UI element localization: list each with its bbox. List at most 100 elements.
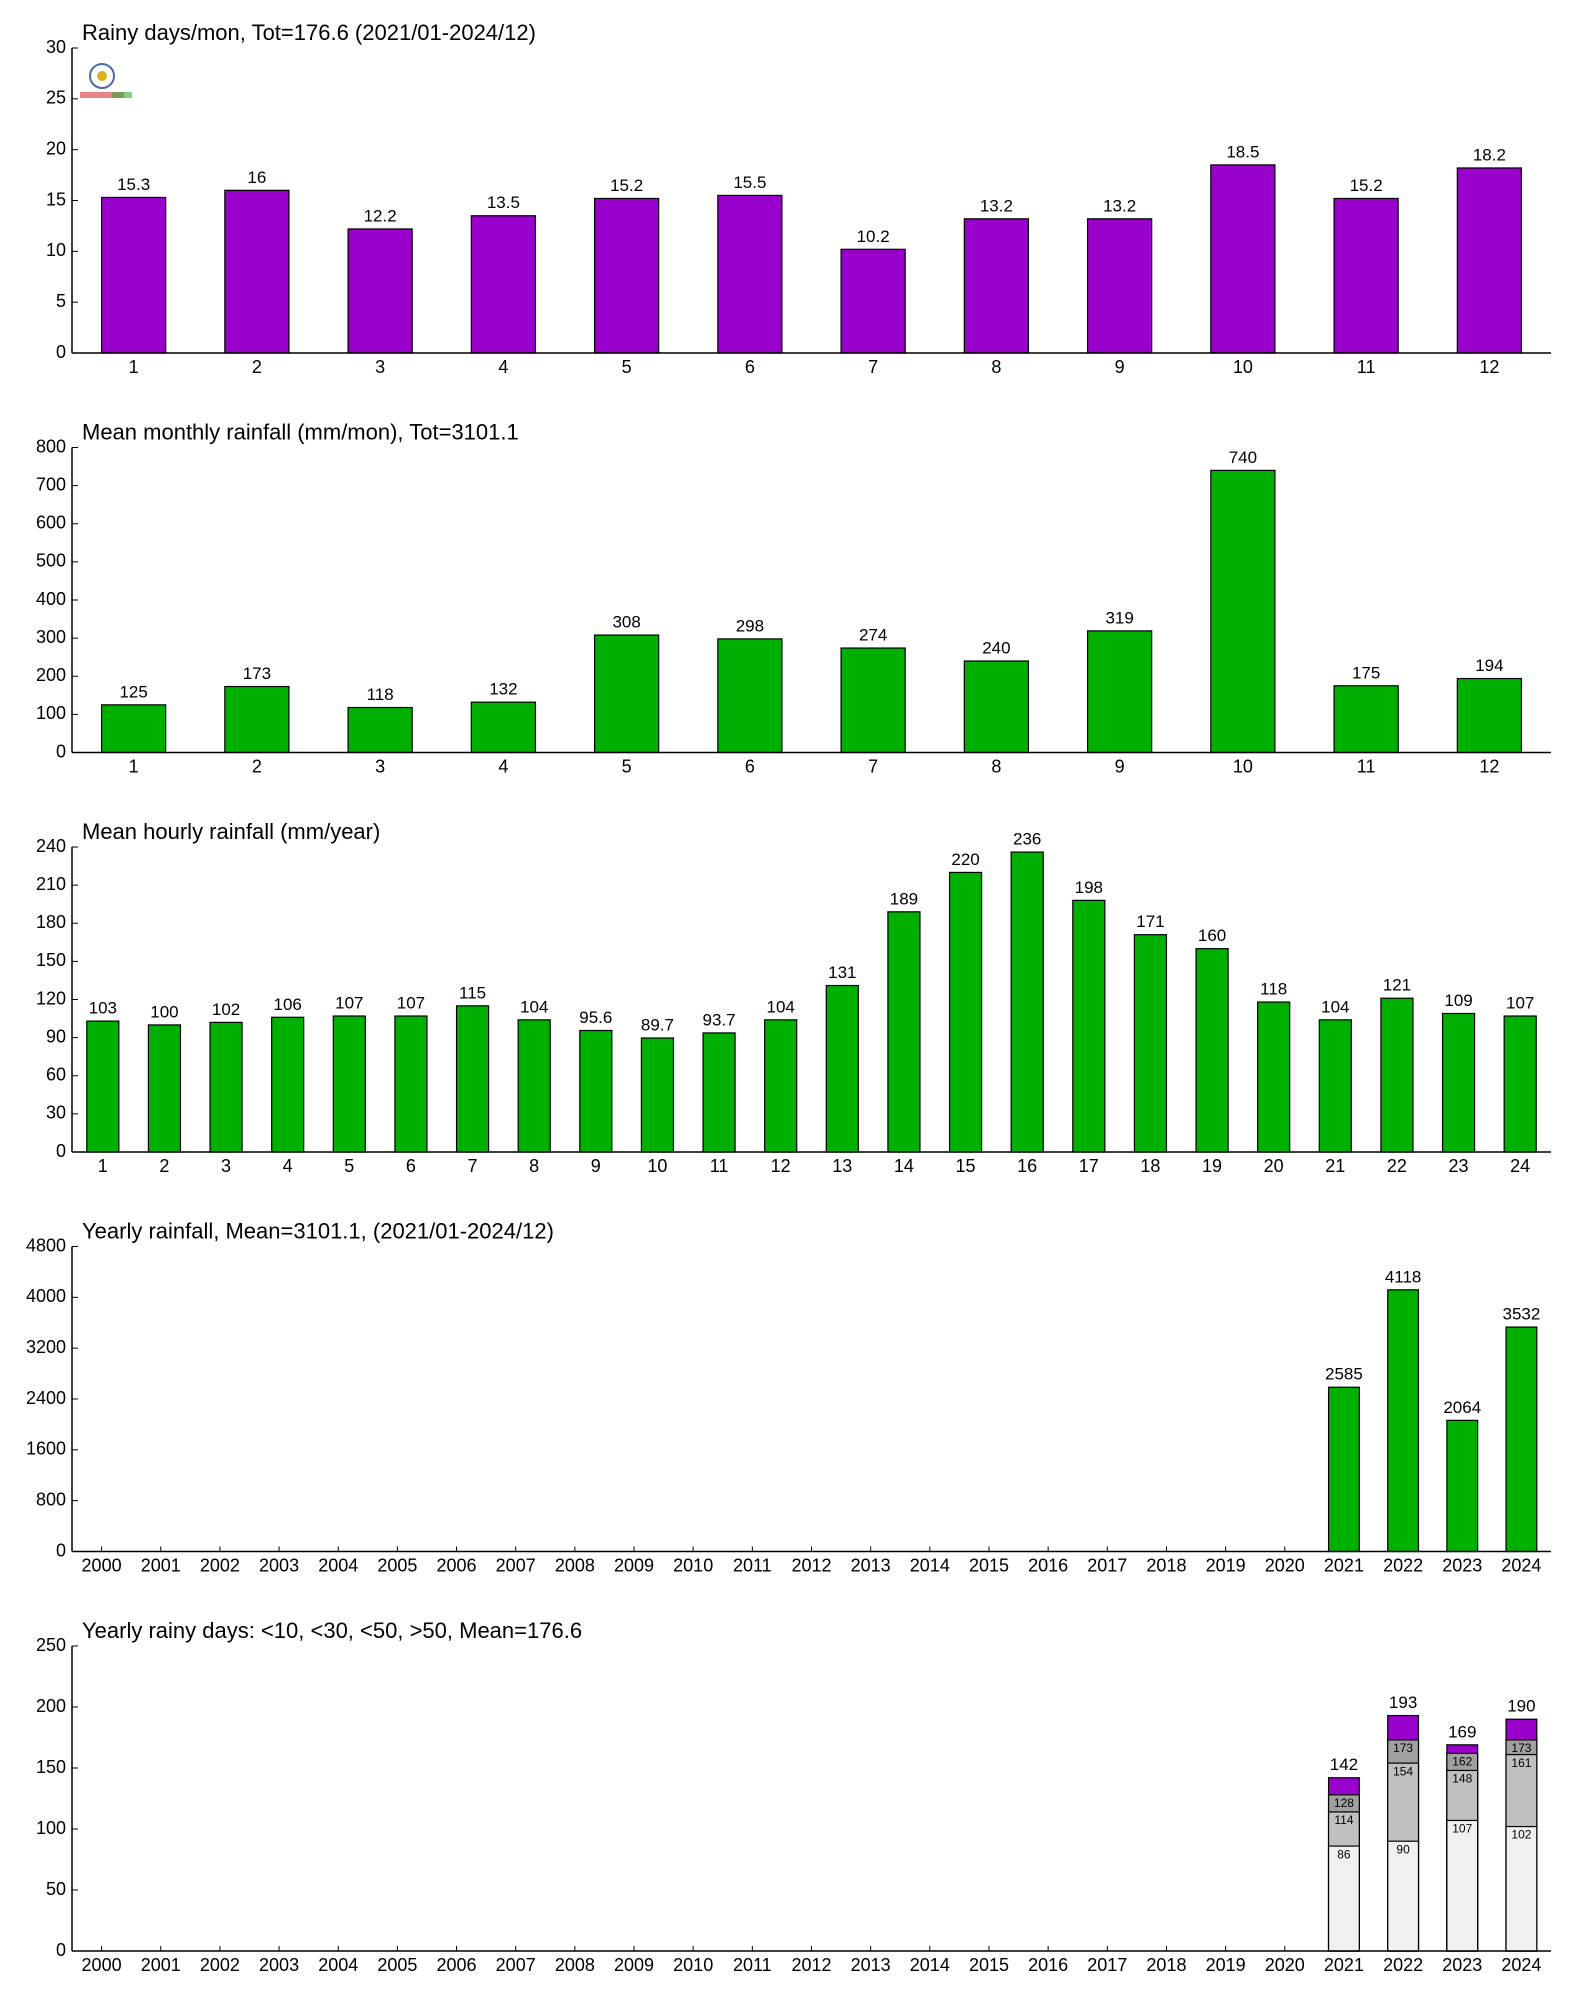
- y-tick-label: 500: [36, 551, 66, 571]
- value-label: 274: [859, 626, 887, 645]
- x-tick-label: 2022: [1383, 1955, 1423, 1975]
- x-tick-label: 2020: [1265, 1955, 1305, 1975]
- bar: [1446, 1819, 1479, 1952]
- bar: [1387, 1840, 1420, 1952]
- x-tick-label: 13: [832, 1156, 852, 1176]
- value-label: 93.7: [703, 1010, 736, 1029]
- x-tick-label: 2000: [82, 1555, 122, 1575]
- bar: [224, 189, 290, 354]
- value-label: 240: [982, 638, 1010, 657]
- x-tick-label: 12: [1479, 756, 1499, 776]
- value-label: 162: [1452, 1755, 1472, 1769]
- y-tick-label: 100: [36, 1818, 66, 1838]
- x-tick-label: 2024: [1501, 1955, 1541, 1975]
- bar: [963, 660, 1030, 754]
- value-label: 104: [767, 997, 795, 1016]
- y-tick-label: 20: [46, 138, 66, 158]
- y-tick-label: 120: [36, 988, 66, 1008]
- x-tick-label: 2017: [1087, 1555, 1127, 1575]
- x-tick-label: 2013: [851, 1555, 891, 1575]
- x-tick-label: 2019: [1206, 1555, 1246, 1575]
- x-tick-label: 6: [745, 357, 755, 377]
- value-label: 15.2: [1350, 176, 1383, 195]
- bar: [455, 1005, 490, 1153]
- x-tick-label: 2021: [1324, 1955, 1364, 1975]
- x-tick-label: 21: [1325, 1156, 1345, 1176]
- value-label: 107: [397, 994, 425, 1013]
- value-label: 102: [1511, 1828, 1531, 1842]
- bar: [593, 634, 660, 754]
- y-tick-label: 10: [46, 240, 66, 260]
- bar: [640, 1037, 675, 1153]
- value-label: 114: [1334, 1813, 1353, 1827]
- value-label: 103: [89, 999, 117, 1018]
- value-label: 15.2: [610, 176, 643, 195]
- x-tick-label: 2015: [969, 1555, 1009, 1575]
- value-label: 3532: [1503, 1305, 1541, 1324]
- x-tick-label: 5: [344, 1156, 354, 1176]
- x-tick-label: 2007: [496, 1955, 536, 1975]
- x-tick-label: 2015: [969, 1955, 1009, 1975]
- x-tick-label: 2004: [318, 1555, 358, 1575]
- x-tick-label: 1: [129, 756, 139, 776]
- bar: [1010, 851, 1044, 1153]
- x-tick-label: 2004: [318, 1955, 358, 1975]
- bar: [1505, 1326, 1538, 1553]
- y-tick-label: 800: [36, 1489, 66, 1509]
- y-tick-label: 150: [36, 950, 66, 970]
- x-tick-label: 4: [498, 756, 508, 776]
- x-tick-label: 2005: [377, 1555, 417, 1575]
- bar: [1086, 630, 1153, 754]
- bar: [1441, 1012, 1476, 1153]
- value-label: 18.2: [1473, 145, 1506, 164]
- value-label: 89.7: [641, 1015, 674, 1034]
- chart-title: Yearly rainfall, Mean=3101.1, (2021/01-2…: [82, 1218, 554, 1243]
- x-tick-label: 9: [1115, 756, 1125, 776]
- x-tick-label: 2009: [614, 1955, 654, 1975]
- value-label: 298: [736, 616, 764, 635]
- x-tick-label: 7: [868, 357, 878, 377]
- value-label: 118: [1260, 980, 1287, 999]
- value-label: 107: [335, 994, 363, 1013]
- y-tick-label: 30: [46, 37, 66, 57]
- value-label: 194: [1475, 656, 1503, 675]
- x-tick-label: 2022: [1383, 1555, 1423, 1575]
- bar: [470, 701, 537, 754]
- value-label: 16: [247, 168, 266, 187]
- x-tick-label: 8: [991, 756, 1001, 776]
- y-tick-label: 150: [36, 1757, 66, 1777]
- x-tick-label: 2011: [733, 1955, 772, 1975]
- y-tick-label: 60: [46, 1065, 66, 1085]
- x-tick-label: 2012: [791, 1555, 831, 1575]
- bar: [517, 1019, 551, 1153]
- value-label: 86: [1337, 1847, 1351, 1861]
- value-label: 319: [1105, 608, 1133, 627]
- y-tick-label: 2400: [26, 1388, 66, 1408]
- bar: [702, 1032, 736, 1153]
- x-tick-label: 2005: [377, 1955, 417, 1975]
- bar: [840, 248, 906, 354]
- bar: [717, 638, 783, 754]
- bar: [86, 1020, 120, 1153]
- x-tick-label: 2018: [1146, 1955, 1186, 1975]
- bar: [948, 871, 983, 1153]
- x-tick-label: 20: [1264, 1156, 1284, 1176]
- y-tick-label: 800: [36, 436, 66, 456]
- value-label: 118: [367, 685, 394, 704]
- value-label: 15.5: [733, 173, 766, 192]
- bar: [1133, 934, 1168, 1153]
- y-tick-label: 3200: [26, 1337, 66, 1357]
- bar: [593, 197, 660, 354]
- x-tick-label: 2010: [673, 1955, 713, 1975]
- x-tick-label: 12: [771, 1156, 791, 1176]
- value-label: 12.2: [364, 206, 397, 225]
- x-tick-label: 11: [710, 1156, 729, 1176]
- x-tick-label: 9: [1115, 357, 1125, 377]
- bar: [1505, 1825, 1538, 1952]
- y-tick-label: 0: [56, 342, 66, 362]
- y-tick-label: 1600: [26, 1439, 66, 1459]
- x-tick-label: 14: [894, 1156, 914, 1176]
- x-tick-label: 5: [622, 357, 632, 377]
- y-tick-label: 50: [46, 1879, 66, 1899]
